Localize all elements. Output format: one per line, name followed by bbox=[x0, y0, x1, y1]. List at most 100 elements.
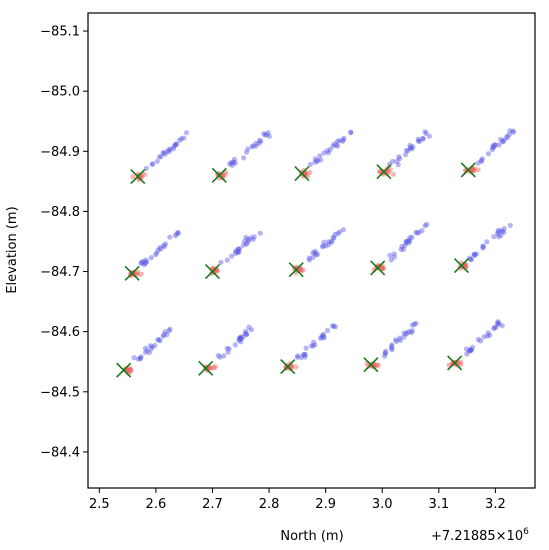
blue-point bbox=[162, 151, 168, 157]
red-point bbox=[286, 361, 292, 367]
blue-point bbox=[467, 347, 473, 354]
blue-point bbox=[402, 152, 409, 158]
blue-point bbox=[485, 330, 491, 336]
blue-point bbox=[481, 334, 487, 340]
blue-point bbox=[160, 333, 166, 339]
red-point bbox=[475, 167, 481, 173]
x-tick-label: 3.0 bbox=[372, 497, 393, 512]
blue-point bbox=[464, 351, 470, 357]
blue-point bbox=[149, 161, 155, 167]
blue-point bbox=[170, 146, 177, 152]
blue-point bbox=[303, 345, 309, 351]
blue-point bbox=[348, 130, 354, 136]
blue-point bbox=[155, 337, 161, 343]
blue-point bbox=[245, 236, 251, 242]
blue-point bbox=[489, 147, 495, 153]
blue-point bbox=[466, 348, 472, 354]
blue-point bbox=[406, 328, 412, 334]
blue-point bbox=[238, 334, 244, 340]
blue-point bbox=[137, 356, 143, 362]
blue-point bbox=[388, 257, 394, 263]
blue-point bbox=[334, 143, 341, 149]
blue-point bbox=[162, 329, 168, 335]
red-point bbox=[127, 367, 133, 373]
blue-point bbox=[156, 154, 163, 160]
blue-point bbox=[224, 257, 230, 263]
blue-point bbox=[424, 221, 430, 227]
blue-point bbox=[176, 137, 183, 143]
centroid-x-marker bbox=[376, 164, 392, 180]
blue-point bbox=[404, 238, 410, 244]
blue-point bbox=[172, 142, 179, 148]
blue-point bbox=[306, 255, 312, 261]
blue-point bbox=[391, 251, 397, 257]
blue-point bbox=[229, 253, 235, 259]
blue-point bbox=[184, 130, 190, 136]
blue-point bbox=[258, 138, 264, 144]
red-point bbox=[390, 171, 396, 177]
blue-point bbox=[167, 326, 173, 332]
blue-point bbox=[174, 141, 180, 147]
blue-point bbox=[468, 347, 474, 353]
blue-point bbox=[237, 336, 243, 342]
blue-point bbox=[319, 244, 326, 250]
y-tick-label: −84.7 bbox=[40, 265, 80, 280]
blue-point bbox=[178, 136, 184, 142]
blue-point bbox=[404, 330, 410, 336]
blue-point bbox=[149, 344, 155, 350]
blue-point bbox=[236, 337, 242, 343]
blue-point bbox=[340, 227, 346, 233]
y-tick-label: −84.8 bbox=[40, 205, 80, 220]
blue-point bbox=[240, 242, 246, 248]
blue-point bbox=[409, 328, 415, 334]
red-point bbox=[297, 267, 303, 273]
blue-point bbox=[161, 332, 167, 338]
blue-point bbox=[143, 165, 149, 171]
blue-point bbox=[314, 158, 320, 164]
y-tick-label: −84.9 bbox=[40, 145, 80, 160]
blue-point bbox=[253, 143, 259, 149]
blue-point bbox=[415, 136, 421, 142]
blue-point bbox=[401, 334, 407, 340]
blue-point bbox=[510, 129, 516, 135]
red-point bbox=[302, 172, 308, 178]
centroid-x-marker bbox=[211, 167, 227, 183]
blue-point bbox=[154, 158, 160, 164]
blue-point bbox=[244, 332, 250, 338]
blue-point bbox=[409, 146, 415, 152]
blue-point bbox=[495, 231, 501, 237]
blue-point bbox=[331, 141, 337, 147]
blue-point bbox=[315, 157, 321, 164]
blue-point bbox=[263, 132, 270, 138]
blue-point bbox=[226, 346, 232, 352]
centroid-x-marker bbox=[453, 257, 470, 274]
blue-point bbox=[243, 149, 250, 155]
blue-point bbox=[246, 238, 252, 244]
blue-point bbox=[495, 319, 501, 325]
blue-point bbox=[475, 160, 481, 166]
blue-point bbox=[487, 332, 493, 338]
blue-point bbox=[409, 322, 416, 328]
blue-point bbox=[390, 158, 396, 165]
blue-point bbox=[416, 138, 423, 144]
blue-point bbox=[407, 234, 413, 241]
blue-point bbox=[233, 248, 239, 254]
blue-point bbox=[493, 324, 499, 331]
red-point bbox=[379, 265, 386, 272]
blue-point bbox=[403, 238, 409, 245]
red-point bbox=[300, 267, 306, 273]
blue-point bbox=[340, 137, 346, 143]
blue-point bbox=[141, 259, 147, 266]
blue-point bbox=[261, 131, 267, 137]
red-point bbox=[449, 361, 455, 367]
blue-point bbox=[298, 354, 304, 361]
blue-point bbox=[148, 255, 154, 261]
blue-point bbox=[310, 343, 316, 349]
blue-point bbox=[326, 242, 332, 248]
blue-point bbox=[232, 160, 238, 166]
blue-point bbox=[237, 246, 243, 252]
blue-point bbox=[143, 257, 149, 263]
blue-point bbox=[383, 348, 389, 354]
blue-point bbox=[224, 345, 230, 351]
red-point bbox=[301, 167, 307, 173]
